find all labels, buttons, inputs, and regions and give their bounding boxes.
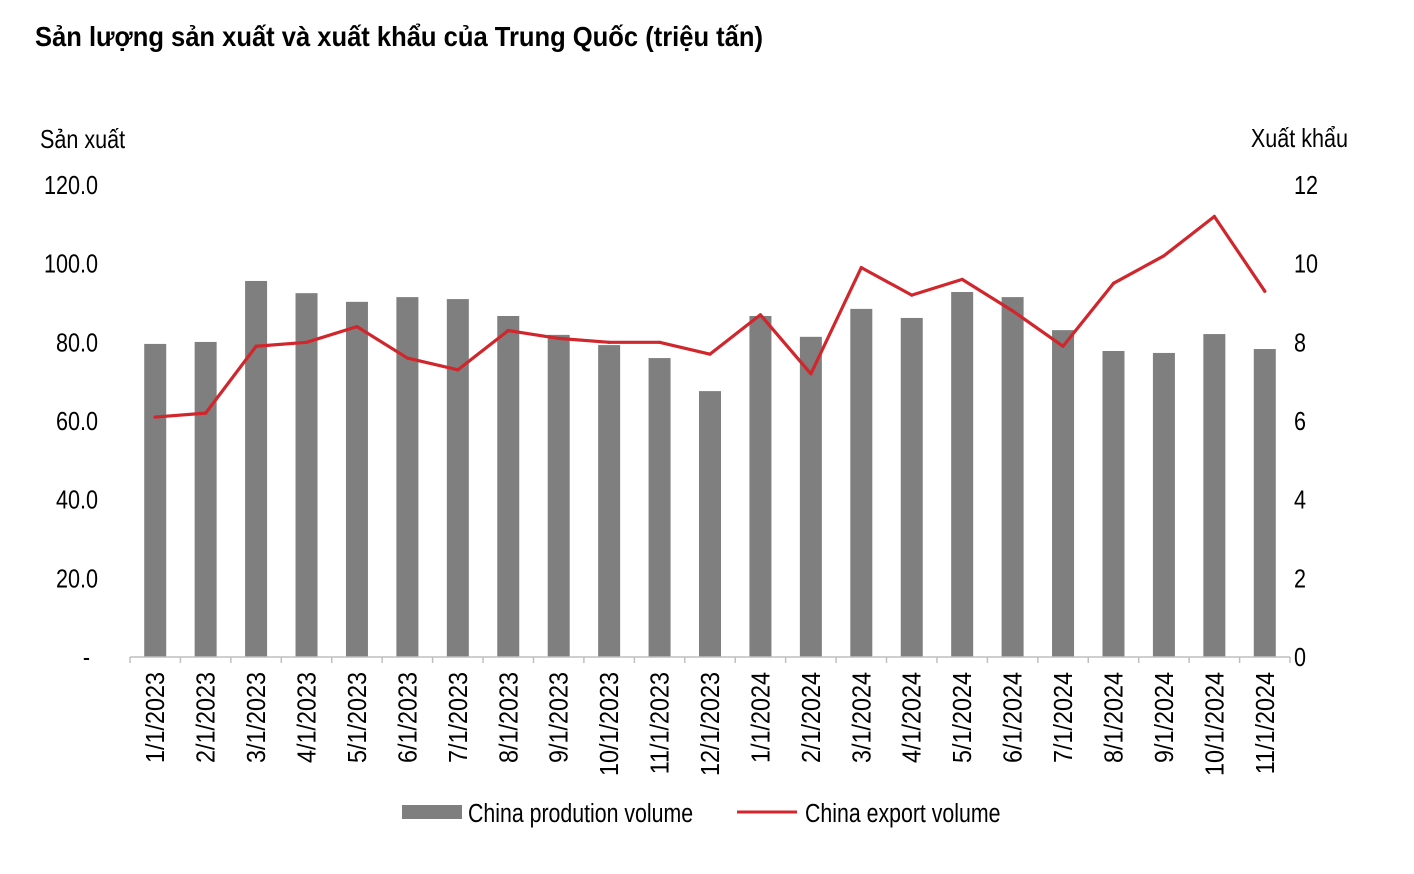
right-tick-label: 0: [1294, 643, 1306, 672]
legend-production-swatch: [402, 805, 462, 819]
export-point-7: [456, 368, 460, 372]
production-bar-7: [446, 299, 469, 657]
production-bar-10: [598, 345, 621, 657]
legend-export-label: China export volume: [805, 799, 1000, 829]
production-bar-14: [799, 336, 822, 657]
right-tick-label: 8: [1294, 328, 1306, 357]
category-label: 9/1/2024: [1151, 672, 1179, 763]
category-label: 10/1/2024: [1201, 672, 1229, 776]
left-tick-label: 40.0: [56, 486, 98, 515]
category-label: 3/1/2024: [848, 672, 876, 763]
right-axis-title: Xuất khẩu: [1251, 124, 1348, 153]
category-label: 8/1/2024: [1100, 672, 1128, 763]
category-label: 2/1/2024: [798, 672, 826, 763]
export-series: [153, 214, 1267, 419]
production-bar-12: [699, 391, 721, 657]
category-label: 4/1/2024: [899, 672, 927, 763]
legend: China prodution volume China export volu…: [402, 799, 1000, 829]
production-bar-22: [1203, 334, 1226, 657]
left-tick-label: 20.0: [56, 564, 98, 593]
export-point-3: [254, 344, 258, 348]
legend-production-label: China prodution volume: [468, 799, 693, 829]
category-label: 11/1/2023: [646, 672, 674, 774]
export-volume-line: [153, 214, 1267, 419]
category-label: 6/1/2024: [1000, 672, 1028, 763]
category-label: 1/1/2024: [747, 672, 775, 763]
category-label: 1/1/2023: [142, 672, 170, 763]
right-tick-label: 12: [1294, 171, 1318, 200]
x-axis-tick-labels: 1/1/2023 2/1/2023 3/1/2023 4/1/2023 5/1/2023…: [142, 672, 1280, 776]
production-bar-15: [850, 308, 873, 657]
right-axis-tick-labels: 0 2 4 6 8 10 12: [1294, 171, 1318, 672]
production-bar-1: [144, 343, 167, 657]
category-label: 10/1/2023: [596, 672, 624, 776]
production-bar-20: [1102, 350, 1125, 657]
export-point-18: [1011, 309, 1015, 313]
production-bar-6: [396, 297, 419, 657]
export-point-13: [758, 313, 763, 317]
export-point-19: [1061, 344, 1065, 348]
export-point-12: [708, 352, 712, 356]
production-bar-16: [900, 317, 923, 657]
production-bar-8: [497, 315, 520, 657]
production-bar-3: [245, 280, 268, 657]
category-label: 2/1/2023: [193, 672, 221, 763]
export-point-9: [557, 336, 561, 340]
production-bar-9: [547, 334, 570, 657]
left-tick-label: 100.0: [44, 250, 98, 279]
export-point-14: [809, 372, 813, 376]
category-label: 8/1/2023: [495, 672, 523, 763]
export-point-4: [304, 340, 309, 344]
category-label: 7/1/2023: [445, 672, 473, 763]
right-tick-label: 4: [1294, 486, 1306, 515]
left-tick-label: -: [83, 643, 90, 672]
left-tick-label: 80.0: [56, 328, 98, 357]
category-label: 9/1/2023: [546, 672, 574, 763]
production-bar-11: [648, 358, 671, 657]
right-tick-label: 6: [1294, 407, 1306, 436]
export-point-8: [506, 328, 510, 333]
category-label: 5/1/2024: [949, 672, 977, 763]
export-point-5: [355, 325, 359, 329]
x-axis: [129, 656, 1291, 663]
right-tick-label: 2: [1294, 564, 1306, 593]
category-label: 12/1/2023: [697, 672, 725, 776]
category-label: 3/1/2023: [243, 672, 271, 763]
category-label: 7/1/2024: [1050, 672, 1078, 763]
export-point-2: [204, 411, 208, 415]
production-bar-5: [345, 301, 368, 657]
left-tick-label: 60.0: [56, 407, 98, 436]
export-point-16: [910, 293, 914, 297]
export-point-15: [859, 266, 863, 270]
production-bar-17: [951, 291, 974, 657]
export-point-10: [607, 340, 611, 344]
export-point-23: [1263, 289, 1267, 293]
production-bar-19: [1052, 330, 1075, 657]
export-point-17: [960, 277, 964, 281]
production-bar-18: [1001, 297, 1024, 657]
production-bars: [144, 280, 1276, 657]
export-point-11: [657, 340, 662, 344]
category-label: 11/1/2024: [1252, 672, 1280, 775]
export-point-21: [1162, 254, 1166, 258]
left-axis-title: Sản xuất: [40, 125, 125, 154]
production-bar-21: [1152, 352, 1175, 657]
export-point-22: [1212, 214, 1216, 219]
category-label: 6/1/2023: [394, 672, 422, 763]
category-label: 5/1/2023: [344, 672, 372, 763]
left-axis-tick-labels: - 20.0 40.0 60.0 80.0 100.0 120.0: [44, 171, 98, 672]
export-point-1: [153, 415, 157, 419]
export-point-20: [1111, 281, 1116, 285]
production-bar-13: [749, 315, 772, 657]
chart-title: Sản lượng sản xuất và xuất khẩu của Trun…: [35, 21, 763, 52]
production-bar-4: [295, 293, 318, 657]
production-bar-2: [194, 341, 217, 657]
export-point-6: [405, 356, 409, 360]
left-tick-label: 120.0: [44, 171, 98, 200]
production-bar-23: [1253, 349, 1276, 657]
right-tick-label: 10: [1294, 250, 1318, 279]
category-label: 4/1/2023: [293, 672, 321, 763]
